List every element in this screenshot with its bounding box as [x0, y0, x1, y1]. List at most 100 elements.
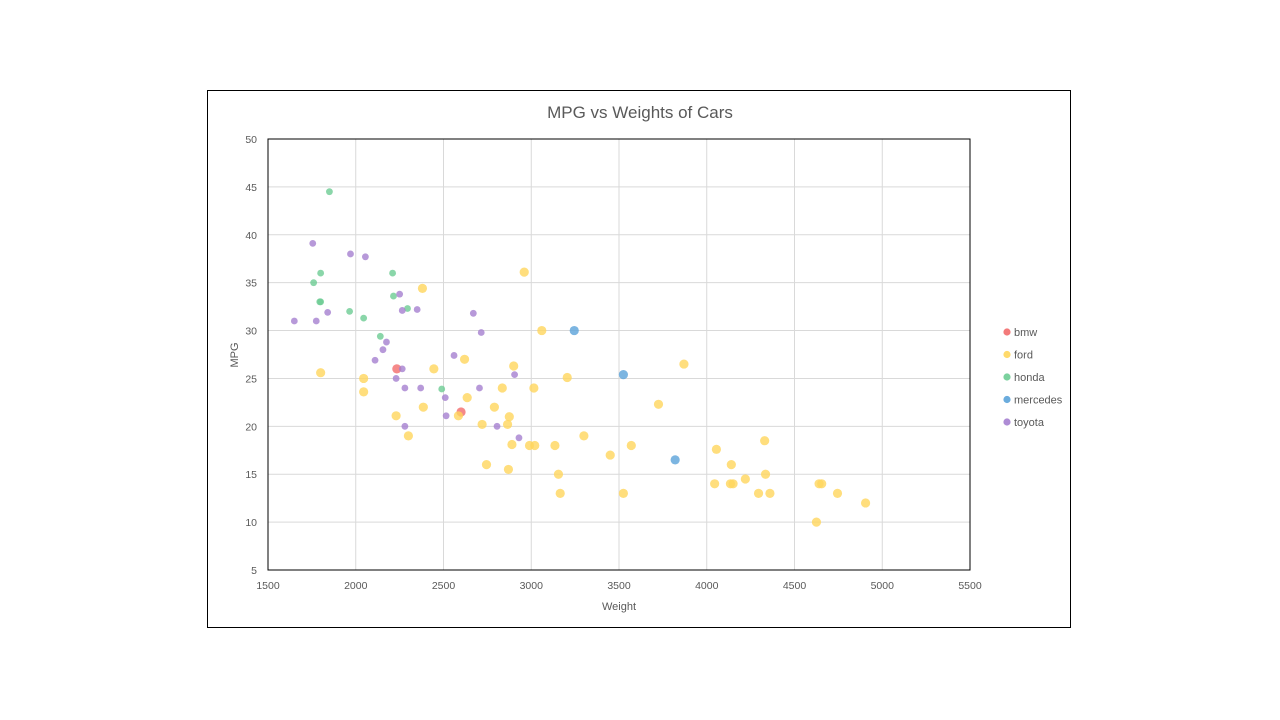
data-point-toyota: [362, 253, 369, 261]
data-point-toyota: [493, 422, 501, 430]
legend-item-ford: ford: [1003, 350, 1033, 362]
data-point-toyota: [511, 371, 518, 379]
legend-marker: [1003, 395, 1011, 404]
data-point-ford: [811, 517, 822, 527]
x-tick-label: 2000: [344, 580, 368, 592]
data-point-ford: [728, 479, 738, 489]
y-tick-label: 5: [251, 565, 257, 577]
data-point-toyota: [396, 290, 404, 298]
data-point-ford: [653, 399, 664, 409]
chart-title: MPG vs Weights of Cars: [547, 103, 733, 122]
data-point-ford: [503, 464, 514, 475]
scatter-chart: MPG vs Weights of Cars 5 10 15 20 25 30 35 40 45…: [229, 103, 1063, 613]
data-point-ford: [459, 354, 470, 364]
data-point-ford: [860, 498, 871, 508]
x-tick-label: 2500: [432, 580, 456, 592]
legend-label: mercedes: [1014, 395, 1063, 407]
data-point-bmw: [392, 364, 402, 374]
data-point-toyota: [371, 356, 379, 364]
data-point-mercedes: [618, 370, 628, 380]
y-tick-label: 40: [245, 230, 257, 242]
data-point-honda: [317, 298, 325, 306]
data-point-ford: [507, 439, 517, 450]
data-point-toyota: [515, 434, 523, 442]
data-point-ford: [618, 488, 628, 498]
data-point-toyota: [398, 307, 406, 314]
data-point-ford: [710, 479, 720, 489]
y-tick-label: 50: [245, 134, 257, 146]
data-point-toyota: [347, 250, 354, 258]
data-point-ford: [497, 383, 507, 393]
data-point-toyota: [413, 306, 421, 313]
y-tick-label: 25: [245, 373, 257, 385]
data-point-toyota: [476, 384, 483, 392]
legend-marker: [1003, 418, 1011, 426]
data-point-toyota: [392, 375, 400, 382]
legend-marker: [1003, 328, 1011, 336]
data-point-honda: [376, 332, 384, 340]
legend-label: ford: [1014, 350, 1033, 362]
plot-area: [267, 138, 971, 571]
data-point-ford: [555, 488, 565, 498]
legend-label: bmw: [1014, 327, 1037, 339]
data-point-ford: [429, 364, 439, 374]
legend-label: toyota: [1014, 417, 1045, 429]
legend-label: honda: [1014, 372, 1045, 384]
data-point-ford: [553, 469, 564, 479]
data-point-honda: [390, 292, 397, 300]
data-point-toyota: [401, 384, 409, 392]
data-point-toyota: [398, 365, 406, 373]
data-point-ford: [626, 440, 636, 451]
legend: bmw ford honda mercedes toyota: [1003, 327, 1063, 429]
data-point-ford: [817, 479, 827, 489]
data-point-ford: [519, 267, 529, 277]
data-point-toyota: [441, 394, 449, 401]
legend-item-mercedes: mercedes: [1003, 395, 1063, 407]
x-tick-label: 4000: [695, 580, 719, 592]
legend-item-toyota: toyota: [1003, 417, 1045, 429]
x-tick-label: 5500: [958, 580, 982, 592]
data-point-ford: [502, 419, 513, 430]
data-point-ford: [760, 469, 771, 479]
data-point-toyota: [309, 240, 317, 247]
data-point-ford: [760, 436, 770, 446]
series-mercedes: [569, 325, 680, 465]
data-point-toyota: [417, 384, 425, 392]
data-point-ford: [832, 488, 843, 498]
series-honda: [310, 188, 446, 393]
y-tick-label: 35: [245, 278, 257, 290]
legend-marker: [1003, 350, 1011, 359]
data-point-toyota: [401, 422, 409, 430]
data-point-honda: [389, 269, 396, 277]
y-tick-label: 30: [245, 326, 257, 338]
data-point-ford: [537, 325, 547, 336]
data-point-ford: [391, 411, 401, 421]
x-axis-ticks: 1500 2000 2500 3000 3500 4000 4500 5000 5500: [256, 580, 982, 592]
series-ford: [316, 267, 871, 527]
x-tick-label: 3000: [520, 580, 544, 592]
data-point-toyota: [450, 352, 458, 359]
data-point-toyota: [290, 317, 298, 325]
data-point-ford: [579, 431, 589, 441]
data-point-toyota: [379, 346, 387, 354]
y-tick-label: 45: [245, 182, 257, 194]
data-point-ford: [403, 431, 413, 441]
data-point-ford: [765, 488, 775, 498]
legend-item-bmw: bmw: [1003, 327, 1037, 339]
y-axis-title: MPG: [229, 342, 241, 367]
data-point-ford: [753, 488, 764, 498]
data-point-mercedes: [569, 325, 579, 336]
data-point-honda: [346, 308, 354, 315]
data-point-ford: [530, 440, 540, 451]
data-point-mercedes: [670, 455, 680, 465]
data-point-ford: [359, 387, 369, 397]
data-point-ford: [453, 411, 464, 421]
data-point-toyota: [442, 412, 450, 420]
data-point-ford: [462, 393, 472, 403]
data-point-ford: [417, 283, 428, 294]
data-point-ford: [711, 444, 721, 454]
series-toyota: [290, 240, 523, 442]
y-axis-ticks: 5 10 15 20 25 30 35 40 45 50: [245, 134, 257, 577]
legend-marker: [1003, 373, 1011, 381]
data-point-honda: [438, 385, 446, 393]
